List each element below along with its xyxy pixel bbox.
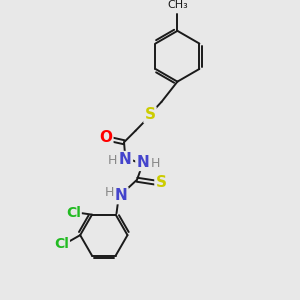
Text: Cl: Cl xyxy=(66,206,81,220)
Text: H: H xyxy=(108,154,117,167)
Text: Cl: Cl xyxy=(54,237,69,251)
Text: S: S xyxy=(145,107,155,122)
Text: N: N xyxy=(115,188,128,203)
Text: O: O xyxy=(99,130,112,146)
Text: S: S xyxy=(155,175,167,190)
Text: H: H xyxy=(105,186,114,199)
Text: N: N xyxy=(119,152,132,167)
Text: CH₃: CH₃ xyxy=(167,1,188,10)
Text: H: H xyxy=(151,158,160,170)
Text: N: N xyxy=(136,155,149,170)
